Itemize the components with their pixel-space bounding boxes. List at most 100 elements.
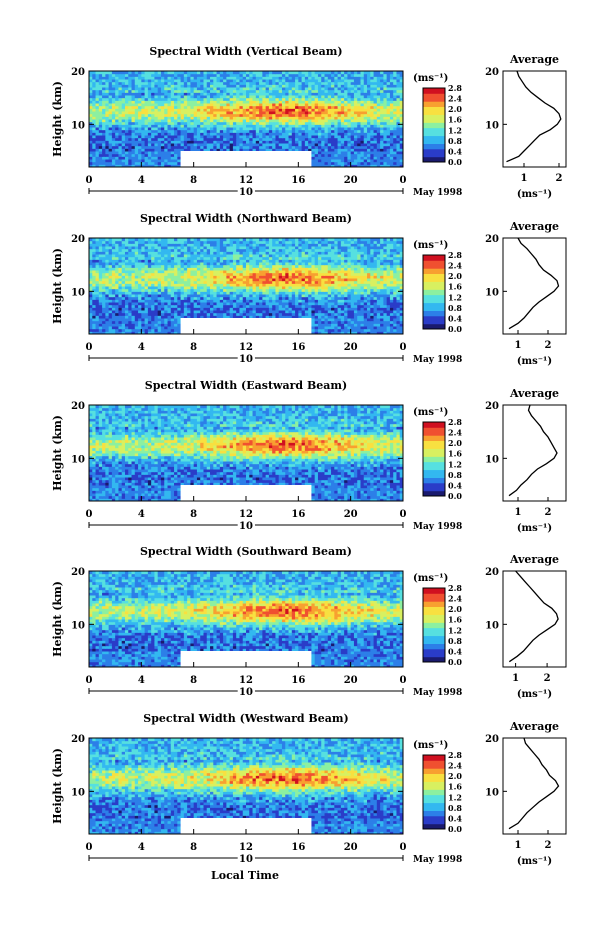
colorbar-swatch (423, 260, 445, 264)
colorbar-tick-label: 1.6 (448, 282, 462, 292)
colorbar-swatch (423, 135, 445, 139)
colorbar-swatch (423, 276, 445, 280)
colorbar-swatch (423, 429, 445, 434)
colorbar-tick-label: 2.0 (448, 438, 462, 448)
colorbar-swatch (423, 485, 445, 489)
x-tick-label: 4 (138, 509, 145, 520)
y-tick-label: 20 (71, 567, 85, 578)
colorbar-swatch (423, 643, 445, 647)
colorbar-tick-label: 2.8 (448, 250, 462, 260)
colorbar-tick-label: 2.0 (448, 771, 462, 781)
colorbar-swatch (423, 593, 445, 597)
y-axis-label: Height (km) (51, 748, 64, 824)
colorbar-swatch (423, 318, 445, 322)
colorbar-swatch (423, 818, 445, 822)
colorbar-swatch (423, 132, 445, 137)
x-tick-label: 8 (190, 175, 197, 186)
colorbar-swatch (423, 627, 445, 631)
colorbar-swatch (423, 472, 445, 476)
profile-x-tick-label: 2 (556, 173, 563, 184)
data-gap (180, 651, 312, 667)
profile-line (508, 570, 559, 663)
panel-title: Spectral Width (Southward Beam) (140, 545, 352, 558)
profile-y-tick-label: 10 (485, 787, 499, 798)
profile-title: Average (509, 220, 559, 233)
colorbar-swatch (423, 488, 445, 492)
colorbar-swatch (423, 257, 445, 261)
colorbar-swatch (423, 109, 445, 113)
day-label: 10 (239, 187, 253, 198)
colorbar-swatch (423, 823, 445, 827)
colorbar-swatch (423, 813, 445, 817)
colorbar-swatch (423, 826, 445, 830)
colorbar-swatch (423, 654, 445, 658)
colorbar-swatch (423, 289, 445, 293)
profile-x-tick-label: 2 (545, 340, 552, 351)
x-tick-label: 8 (190, 675, 197, 686)
colorbar-tick-label: 0.8 (448, 136, 462, 146)
colorbar-swatch (423, 632, 445, 637)
colorbar-swatch (423, 432, 445, 436)
colorbar-swatch (423, 648, 445, 652)
profile-title: Average (509, 720, 559, 733)
colorbar-frame (422, 421, 446, 497)
colorbar-swatch (423, 456, 445, 460)
colorbar-swatch (423, 103, 445, 107)
colorbar-swatch (423, 778, 445, 782)
colorbar-swatch (423, 768, 445, 772)
profile-x-label: (ms⁻¹) (517, 689, 552, 700)
colorbar-tick-label: 0.4 (448, 646, 462, 656)
profile-x-tick-label: 1 (515, 840, 522, 851)
profile-y-tick-label: 20 (485, 734, 499, 745)
x-tick-label: 12 (239, 842, 253, 853)
y-axis-label: Height (km) (51, 248, 64, 324)
profile-x-tick-label: 1 (515, 507, 522, 518)
colorbar-swatch (423, 111, 445, 115)
colorbar-swatch (423, 154, 445, 158)
colorbar-tick-label: 1.2 (448, 792, 462, 802)
colorbar-swatch (423, 821, 445, 825)
colorbar-tick-label: 2.8 (448, 83, 462, 93)
x-tick-label: 0 (400, 342, 407, 353)
x-tick-label: 4 (138, 175, 145, 186)
colorbar-tick-label: 0.8 (448, 803, 462, 813)
colorbar-tick-label: 0.0 (448, 657, 462, 667)
profile-title: Average (509, 387, 559, 400)
colorbar-swatch (423, 313, 445, 317)
colorbar-swatch (423, 786, 445, 790)
colorbar-swatch (423, 606, 445, 610)
colorbar-swatch (423, 789, 445, 793)
profile-frame (502, 237, 567, 335)
profile-y-tick-label: 10 (485, 620, 499, 631)
colorbar-swatch (423, 651, 445, 655)
colorbar-swatch (423, 294, 445, 298)
colorbar-swatch (423, 781, 445, 785)
colorbar-swatch (423, 90, 445, 94)
colorbar-swatch (423, 95, 445, 100)
colorbar-swatch (423, 310, 445, 314)
colorbar-frame (422, 87, 446, 163)
x-tick-label: 20 (344, 842, 358, 853)
colorbar-swatch (423, 453, 445, 457)
profile-line (508, 737, 560, 830)
x-tick-label: 8 (190, 842, 197, 853)
colorbar-swatch (423, 762, 445, 767)
colorbar-unit: (ms⁻¹) (413, 73, 448, 84)
x-tick-label: 0 (86, 342, 93, 353)
profile-y-tick-label: 10 (485, 120, 499, 131)
x-tick-label: 12 (239, 342, 253, 353)
colorbar-unit: (ms⁻¹) (413, 740, 448, 751)
x-tick-label: 20 (344, 509, 358, 520)
colorbar-swatch (423, 117, 445, 121)
colorbar-tick-label: 0.4 (448, 480, 462, 490)
day-label: 10 (239, 687, 253, 698)
y-axis-label: Height (km) (51, 415, 64, 491)
colorbar-tick-label: 0.0 (448, 491, 462, 501)
colorbar-swatch (423, 466, 445, 471)
colorbar-tick-label: 2.0 (448, 104, 462, 114)
colorbar-swatch (423, 281, 445, 285)
colorbar-swatch (423, 273, 445, 277)
data-gap (180, 818, 312, 834)
colorbar-tick-label: 2.0 (448, 271, 462, 281)
